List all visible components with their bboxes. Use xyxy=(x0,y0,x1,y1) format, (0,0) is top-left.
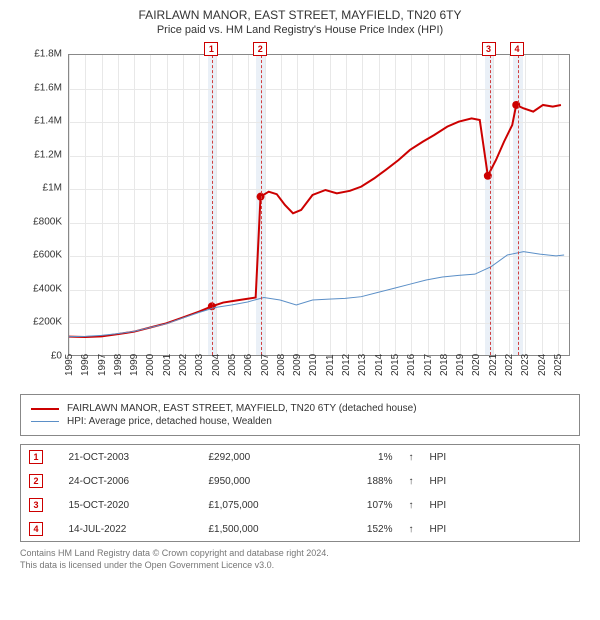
legend-item: FAIRLAWN MANOR, EAST STREET, MAYFIELD, T… xyxy=(31,403,569,414)
ytick-label: £600K xyxy=(20,250,62,261)
table-row: 3 15-OCT-2020£1,075,000107%↑HPI xyxy=(21,493,580,517)
ytick-label: £1.6M xyxy=(20,82,62,93)
tx-suffix: HPI xyxy=(422,469,580,493)
ytick-label: £1.8M xyxy=(20,49,62,60)
tx-number-box: 1 xyxy=(29,450,43,464)
tx-suffix: HPI xyxy=(422,517,580,542)
tx-number-box: 3 xyxy=(29,498,43,512)
marker-number-box: 1 xyxy=(204,42,218,56)
tx-price: £292,000 xyxy=(201,445,331,470)
arrow-up-icon: ↑ xyxy=(401,493,422,517)
table-row: 1 21-OCT-2003£292,0001%↑HPI xyxy=(21,445,580,470)
marker-number-box: 3 xyxy=(482,42,496,56)
ytick-label: £0 xyxy=(20,351,62,362)
tx-date: 15-OCT-2020 xyxy=(61,493,201,517)
arrow-up-icon: ↑ xyxy=(401,445,422,470)
table-row: 4 14-JUL-2022£1,500,000152%↑HPI xyxy=(21,517,580,542)
tx-pct: 107% xyxy=(331,493,401,517)
transactions-table: 121-OCT-2003£292,0001%↑HPI224-OCT-2006£9… xyxy=(20,444,580,542)
chart-title: FAIRLAWN MANOR, EAST STREET, MAYFIELD, T… xyxy=(8,8,592,22)
marker-line xyxy=(518,55,519,355)
ytick-label: £400K xyxy=(20,283,62,294)
tx-pct: 188% xyxy=(331,469,401,493)
marker-number-box: 2 xyxy=(253,42,267,56)
tx-pct: 152% xyxy=(331,517,401,542)
marker-number-box: 4 xyxy=(510,42,524,56)
footer-attribution: Contains HM Land Registry data © Crown c… xyxy=(20,548,580,571)
tx-suffix: HPI xyxy=(422,493,580,517)
xtick-label: 2025 xyxy=(553,354,577,376)
legend-item: HPI: Average price, detached house, Weal… xyxy=(31,416,569,427)
tx-price: £1,500,000 xyxy=(201,517,331,542)
tx-number-box: 2 xyxy=(29,474,43,488)
ytick-label: £1.2M xyxy=(20,149,62,160)
chart-subtitle: Price paid vs. HM Land Registry's House … xyxy=(8,24,592,36)
tx-date: 21-OCT-2003 xyxy=(61,445,201,470)
tx-pct: 1% xyxy=(331,445,401,470)
legend-label: HPI: Average price, detached house, Weal… xyxy=(67,416,272,427)
tx-price: £950,000 xyxy=(201,469,331,493)
legend-label: FAIRLAWN MANOR, EAST STREET, MAYFIELD, T… xyxy=(67,403,417,414)
arrow-up-icon: ↑ xyxy=(401,517,422,542)
legend-swatch xyxy=(31,408,59,410)
arrow-up-icon: ↑ xyxy=(401,469,422,493)
marker-line xyxy=(212,55,213,355)
tx-date: 24-OCT-2006 xyxy=(61,469,201,493)
marker-line xyxy=(490,55,491,355)
footer-line-2: This data is licensed under the Open Gov… xyxy=(20,560,580,572)
ytick-label: £200K xyxy=(20,317,62,328)
series-property xyxy=(69,105,561,337)
chart-container: FAIRLAWN MANOR, EAST STREET, MAYFIELD, T… xyxy=(8,8,592,571)
tx-number-box: 4 xyxy=(29,522,43,536)
ytick-label: £1.4M xyxy=(20,116,62,127)
tx-suffix: HPI xyxy=(422,445,580,470)
sale-marker xyxy=(484,172,492,180)
legend-swatch xyxy=(31,421,59,422)
table-row: 2 24-OCT-2006£950,000188%↑HPI xyxy=(21,469,580,493)
marker-line xyxy=(261,55,262,355)
ytick-label: £800K xyxy=(20,216,62,227)
footer-line-1: Contains HM Land Registry data © Crown c… xyxy=(20,548,580,560)
tx-date: 14-JUL-2022 xyxy=(61,517,201,542)
tx-price: £1,075,000 xyxy=(201,493,331,517)
ytick-label: £1M xyxy=(20,183,62,194)
legend: FAIRLAWN MANOR, EAST STREET, MAYFIELD, T… xyxy=(20,394,580,436)
chart-area: £0 £200K £400K £600K £800K £1M £1.2M £1.4M £1.6M… xyxy=(20,46,580,386)
plot-area xyxy=(68,54,570,356)
